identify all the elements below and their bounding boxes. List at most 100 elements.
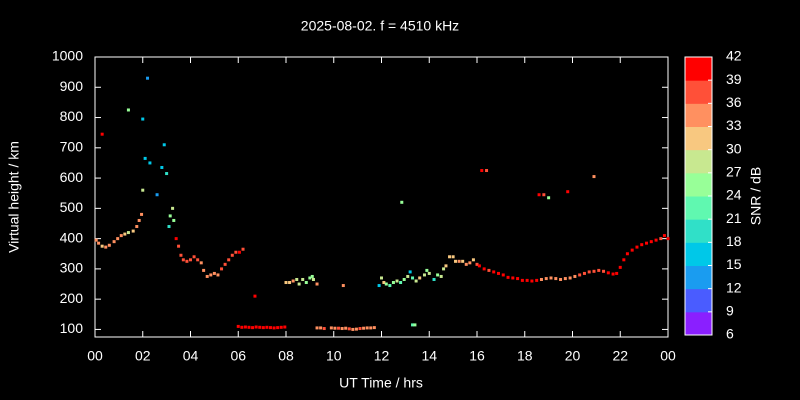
data-point [611, 272, 615, 276]
data-point [258, 325, 262, 329]
data-point [482, 267, 486, 271]
x-tick-label: 22 [612, 348, 628, 364]
y-tick-label: 1000 [52, 48, 83, 64]
data-point [369, 326, 373, 330]
data-point [333, 326, 337, 330]
data-point [100, 244, 104, 248]
data-point [241, 247, 245, 251]
data-point [625, 252, 629, 256]
data-point [602, 269, 606, 273]
data-point [148, 161, 152, 165]
data-point [209, 273, 213, 277]
data-point [592, 269, 596, 273]
data-point [189, 258, 192, 262]
colorbar-tick-label: 12 [726, 279, 742, 295]
data-point [411, 323, 415, 327]
colorbar-segment [685, 219, 712, 243]
data-point [141, 117, 145, 121]
data-point [457, 259, 461, 263]
colorbar-segment [685, 80, 712, 104]
x-tick-label: 06 [230, 348, 246, 364]
data-point [160, 165, 164, 169]
data-point [471, 258, 475, 262]
x-axis-label: UT Time / hrs [339, 375, 423, 391]
data-point [315, 282, 319, 286]
colorbar-tick-label: 21 [726, 210, 742, 226]
data-point [131, 229, 135, 233]
colorbar-segment [685, 149, 712, 174]
data-point [448, 255, 452, 259]
data-point [116, 237, 120, 241]
data-point [261, 326, 265, 330]
data-point [301, 277, 305, 281]
data-point [413, 323, 417, 327]
data-point [212, 271, 216, 275]
data-point [606, 271, 610, 275]
y-axis-label: Virtual height / km [6, 141, 22, 253]
data-point [425, 268, 429, 272]
data-point [477, 264, 481, 268]
y-tick-label: 700 [60, 139, 84, 155]
data-point [402, 277, 406, 281]
colorbar-segment [685, 265, 712, 290]
data-point [123, 232, 127, 236]
x-tick-label: 10 [326, 348, 342, 364]
data-point [227, 258, 231, 262]
data-point [185, 259, 189, 263]
data-point [140, 212, 144, 216]
data-point [341, 284, 345, 288]
data-point [171, 206, 175, 210]
data-point [506, 275, 510, 279]
data-point [427, 271, 431, 275]
data-point [276, 326, 280, 330]
data-point [411, 276, 415, 280]
colorbar-segment [685, 242, 712, 266]
data-point [408, 270, 412, 274]
data-point [391, 281, 395, 285]
data-point [155, 193, 159, 197]
data-point [304, 281, 308, 285]
data-point [666, 237, 670, 241]
data-point [358, 327, 362, 331]
data-point [362, 326, 366, 330]
y-tick-label: 500 [60, 199, 84, 215]
data-point [236, 324, 240, 328]
data-point [196, 258, 200, 262]
data-point [237, 250, 241, 254]
data-point [654, 238, 658, 242]
colorbar-segment [685, 288, 712, 313]
data-point [372, 326, 376, 330]
colorbar-label: SNR / dB [748, 167, 764, 225]
data-point [308, 276, 312, 280]
data-point [461, 259, 465, 263]
data-point [454, 259, 458, 263]
data-point [442, 267, 446, 271]
chart-title: 2025-08-02. f = 4510 kHz [301, 18, 459, 34]
x-tick-label: 00 [660, 348, 676, 364]
colorbar-segment [685, 311, 712, 336]
data-point [205, 274, 209, 278]
data-point [174, 237, 178, 241]
data-point [480, 169, 484, 173]
colorbar-tick-label: 24 [726, 187, 742, 203]
data-point [168, 214, 172, 218]
colorbar-tick-label: 15 [726, 256, 742, 272]
data-point [251, 326, 255, 330]
data-point [662, 234, 666, 238]
data-point [234, 250, 238, 254]
data-point [254, 325, 258, 329]
data-point [126, 108, 130, 112]
data-point [566, 190, 570, 194]
data-point [645, 241, 649, 245]
data-point [436, 273, 440, 277]
y-tick-label: 300 [60, 260, 84, 276]
data-point [568, 276, 572, 280]
data-point [582, 271, 586, 275]
data-point [137, 218, 141, 222]
x-tick-label: 12 [374, 348, 390, 364]
data-point [511, 276, 515, 280]
data-point [615, 271, 619, 275]
data-point [573, 274, 577, 278]
colorbar-tick-label: 30 [726, 140, 742, 156]
